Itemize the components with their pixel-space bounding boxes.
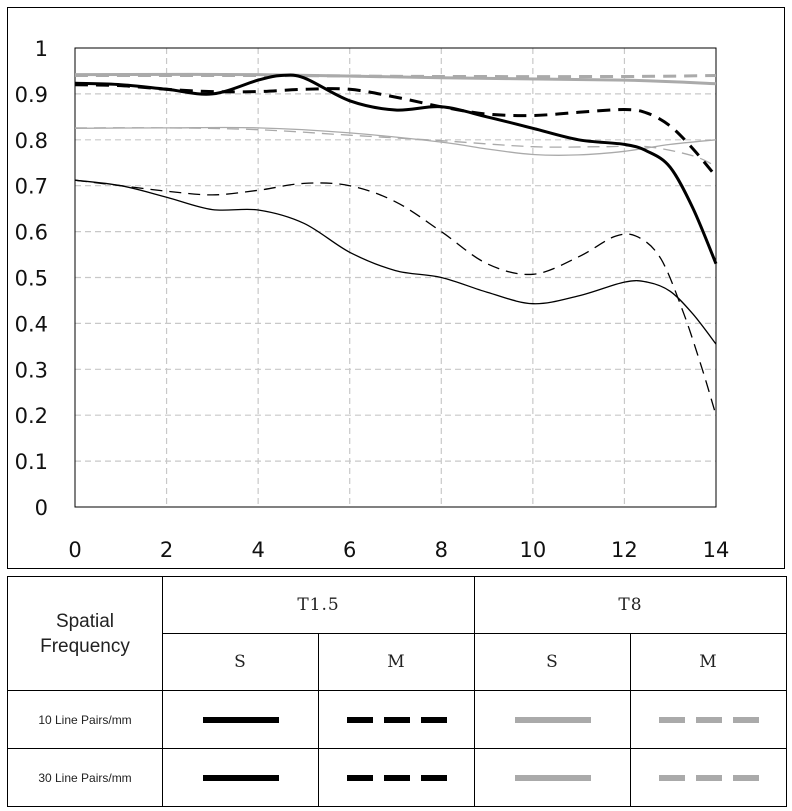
- spatial-frequency-header: Spatial Frequency: [7, 576, 163, 691]
- t8-group-header: T8: [474, 576, 787, 634]
- legend-t15-30-s: [162, 748, 319, 807]
- x-tick-label: 12: [611, 538, 638, 562]
- y-tick-label: 0.7: [15, 175, 48, 199]
- row-10-label-cell: 10 Line Pairs/mm: [7, 690, 163, 749]
- series-line-t15-30-m: [74, 179, 717, 416]
- legend-t15-10-m: [318, 690, 475, 749]
- series-line-t15-10-m: [74, 83, 718, 178]
- y-tick-label: 0.8: [15, 129, 48, 153]
- row-30-label: 30 Line Pairs/mm: [38, 770, 132, 785]
- x-tick-label: 6: [343, 538, 356, 562]
- t15-label: T1.5: [297, 595, 340, 615]
- series-line-t8-10-s: [74, 72, 717, 86]
- plot-frame: [74, 47, 717, 508]
- y-tick-label: 1: [35, 37, 48, 61]
- x-tick-label: 0: [68, 538, 81, 562]
- legend-table: Spatial Frequency T1.5 T8 S M S M 10 Lin…: [7, 576, 787, 807]
- x-tick-label: 2: [160, 538, 173, 562]
- legend-t8-10-s: [474, 690, 631, 749]
- row-30-label-cell: 30 Line Pairs/mm: [7, 748, 163, 807]
- x-tick-label: 10: [519, 538, 546, 562]
- legend-t8-30-m: [630, 748, 787, 807]
- col-m-label: M: [699, 652, 718, 672]
- y-tick-label: 0.2: [15, 404, 48, 428]
- row-10-label: 10 Line Pairs/mm: [38, 712, 132, 727]
- y-tick-label: 0.5: [15, 267, 48, 291]
- y-tick-label: 0.1: [15, 450, 48, 474]
- y-tick-label: 0.9: [15, 83, 48, 107]
- legend-t15-30-m: [318, 748, 475, 807]
- col-s-label: S: [234, 652, 247, 672]
- t15-group-header: T1.5: [162, 576, 475, 634]
- t8-m-header: M: [630, 633, 787, 691]
- x-tick-label: 14: [703, 538, 730, 562]
- col-m-label: M: [387, 652, 406, 672]
- t8-s-header: S: [474, 633, 631, 691]
- t8-label: T8: [618, 595, 643, 615]
- t15-m-header: M: [318, 633, 475, 691]
- series-layer: [74, 72, 718, 416]
- y-tick-label: 0.3: [15, 358, 48, 382]
- series-line-t15-10-s: [74, 73, 718, 265]
- series-line-t8-30-s: [74, 126, 717, 156]
- y-tick-label: 0.4: [15, 312, 48, 336]
- col-s-label: S: [546, 652, 559, 672]
- legend-t8-30-s: [474, 748, 631, 807]
- legend-t8-10-m: [630, 690, 787, 749]
- mtf-chart: 0 2 4 6 8 10 12 14 0 0.1 0.2 0.3 0.4 0.5 0.6 0.7 0.8 0.9 1: [7, 7, 785, 569]
- mtf-chart-svg: 0 2 4 6 8 10 12 14 0 0.1 0.2 0.3 0.4 0.5 0.6 0.7 0.8 0.9 1: [15, 37, 730, 562]
- y-tick-label: 0: [35, 496, 48, 520]
- spatial-frequency-label: Spatial Frequency: [40, 610, 130, 657]
- legend-t15-10-s: [162, 690, 319, 749]
- tick-labels: 0 2 4 6 8 10 12 14 0 0.1 0.2 0.3 0.4 0.5 0.6 0.7 0.8 0.9 1: [15, 37, 730, 562]
- x-tick-label: 8: [435, 538, 448, 562]
- y-tick-label: 0.6: [15, 221, 48, 245]
- series-line-t15-30-s: [74, 179, 717, 345]
- grid: [75, 48, 716, 507]
- t15-s-header: S: [162, 633, 319, 691]
- x-tick-label: 4: [251, 538, 264, 562]
- series-line-t8-30-m: [74, 127, 717, 167]
